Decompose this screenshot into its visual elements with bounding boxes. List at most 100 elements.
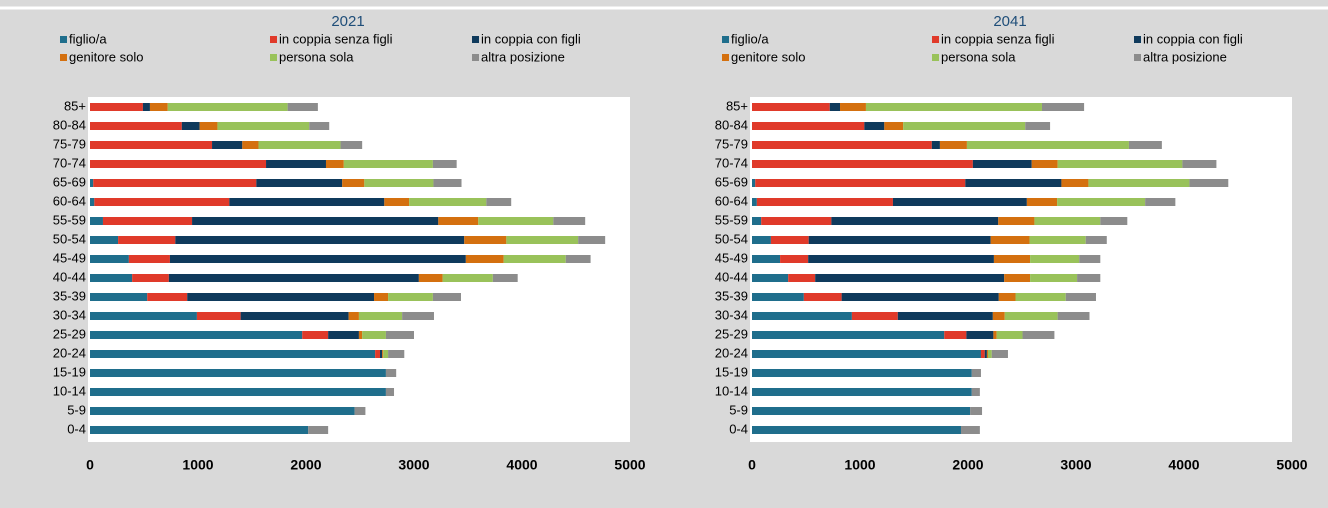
bar-segment [1029,236,1086,244]
y-tick-label: 45-49 [715,250,748,265]
bar-segment [980,350,985,358]
legend-label: genitore solo [731,49,805,64]
legend-swatch [472,54,479,61]
y-tick-label: 30-34 [715,307,748,322]
bar-segment [354,407,366,415]
legend-swatch [60,36,67,43]
bar-segment [755,179,966,187]
bar-segment [90,122,182,130]
bar-segment [196,312,241,320]
bar-segment [1015,293,1066,301]
bar-segment [128,255,170,263]
bar-segment [960,426,980,434]
bar-segment [382,350,384,358]
legend-swatch [60,54,67,61]
bar-segment [328,331,359,339]
y-tick-label: 0-4 [729,421,748,436]
y-tick-label: 65-69 [53,174,86,189]
bar-segment [1041,103,1085,111]
bar-segment [944,331,967,339]
bar-segment [348,312,359,320]
x-tick-label: 1000 [182,457,213,473]
bar-segment [308,426,329,434]
bar-segment [492,274,518,282]
legend-label: in coppia con figli [1143,31,1243,46]
x-tick-label: 3000 [398,457,429,473]
bar-segment [199,122,218,130]
bar-segment [1004,274,1031,282]
y-tick-label: 5-9 [67,402,86,417]
bar-segment [358,312,403,320]
bar-segment [752,198,757,206]
bar-segment [90,388,386,396]
bar-segment [752,160,973,168]
bar-segment [309,122,330,130]
bar-segment [142,103,150,111]
y-tick-label: 30-34 [53,307,86,322]
bar-segment [761,217,832,225]
bar-segment [465,255,504,263]
bar-segment [1088,179,1190,187]
bar-segment [752,312,852,320]
bar-segment [486,198,512,206]
x-tick-label: 2000 [952,457,983,473]
bar-segment [464,236,507,244]
x-tick-label: 2000 [290,457,321,473]
y-tick-label: 45-49 [53,250,86,265]
bar-segment [803,293,842,301]
y-tick-label: 60-64 [715,193,748,208]
bar-segment [478,217,554,225]
bar-segment [829,103,841,111]
bar-segment [438,217,479,225]
bar-segment [90,255,129,263]
legend-label: in coppia con figli [481,31,581,46]
bar-segment [343,160,433,168]
bar-segment [1065,293,1096,301]
bar-segment [1182,160,1217,168]
bar-segment [986,350,988,358]
y-tick-label: 10-14 [715,383,748,398]
bar-segment [752,293,804,301]
bar-segment [90,160,267,168]
legend-label: figlio/a [731,31,769,46]
bar-segment [752,369,972,377]
bar-segment [442,274,493,282]
bar-segment [864,122,885,130]
bar-segment [240,312,349,320]
bar-segment [192,217,439,225]
bar-segment [970,407,983,415]
bar-segment [506,236,579,244]
bar-segment [998,217,1035,225]
x-tick-label: 0 [86,457,94,473]
x-tick-label: 5000 [614,457,645,473]
bar-segment [752,236,771,244]
bar-segment [287,103,318,111]
bar-segment [169,255,466,263]
bar-segment [756,198,893,206]
bar-segment [90,350,376,358]
bar-segment [752,255,781,263]
bar-segment [990,236,1030,244]
bar-segment [752,331,945,339]
y-tick-label: 10-14 [53,383,86,398]
bar-segment [388,350,405,358]
bar-segment [385,369,397,377]
bar-segment [90,236,119,244]
bar-segment [1077,274,1101,282]
y-tick-label: 0-4 [67,421,86,436]
y-tick-label: 80-84 [53,117,86,132]
bar-segment [815,274,1005,282]
bar-segment [432,160,457,168]
bar-segment [409,198,487,206]
bar-segment [385,388,395,396]
bar-segment [118,236,176,244]
y-tick-label: 20-24 [715,345,748,360]
bar-segment [212,141,243,149]
y-tick-label: 35-39 [53,288,86,303]
bar-segment [971,369,981,377]
bar-segment [432,293,461,301]
bar-segment [1057,198,1146,206]
y-tick-label: 75-79 [53,136,86,151]
y-tick-label: 20-24 [53,345,86,360]
y-tick-label: 50-54 [53,231,86,246]
